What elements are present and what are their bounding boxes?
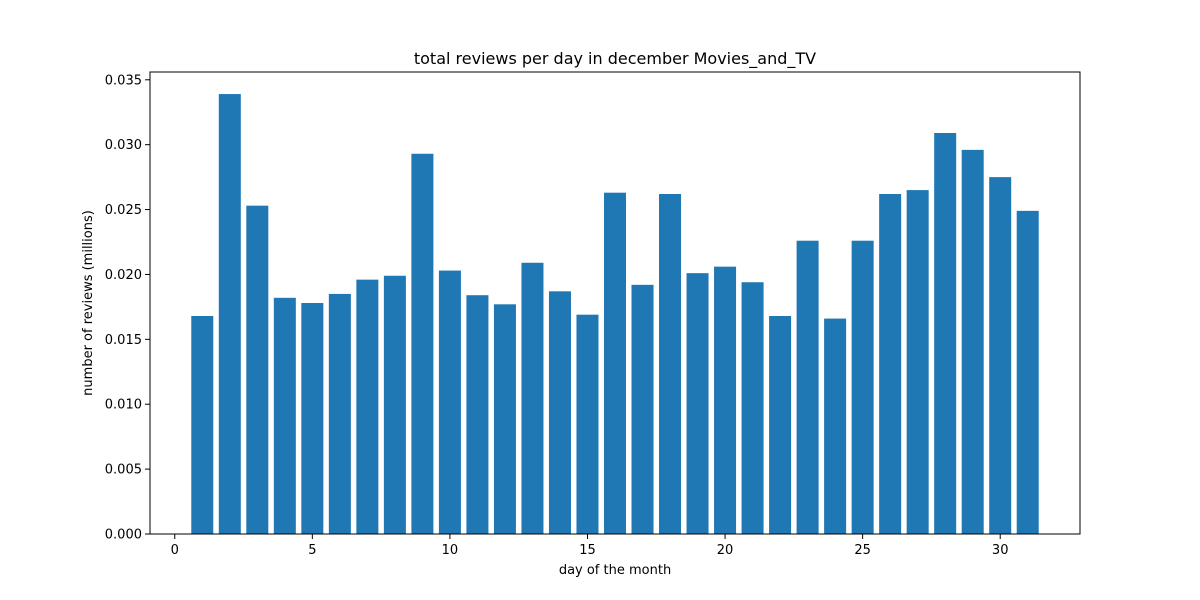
x-tick-label: 5 <box>308 543 316 558</box>
bar-day-27 <box>906 190 929 534</box>
bar-day-6 <box>328 293 351 534</box>
bar-day-20 <box>714 266 737 534</box>
bar-day-7 <box>356 279 379 534</box>
y-tick-label: 0.030 <box>105 138 142 153</box>
bar-day-30 <box>989 177 1012 534</box>
y-tick-label: 0.015 <box>105 333 142 348</box>
bar-day-29 <box>961 149 984 534</box>
bar-day-10 <box>438 270 461 534</box>
y-tick-label: 0.010 <box>105 398 142 413</box>
bar-day-17 <box>631 284 654 534</box>
bar-day-18 <box>659 193 682 535</box>
bar-day-12 <box>493 304 516 534</box>
bar-day-5 <box>301 303 324 534</box>
chart-title: total reviews per day in december Movies… <box>414 49 816 69</box>
x-axis-label: day of the month <box>559 563 671 578</box>
plot-frame <box>149 71 1081 535</box>
bar-day-4 <box>273 297 296 534</box>
y-tick-label: 0.000 <box>105 528 142 543</box>
y-axis-label: number of reviews (millions) <box>81 210 96 396</box>
x-axis-ticks: 0 5 10 15 20 25 30 <box>171 534 1009 558</box>
bar-day-23 <box>796 240 819 534</box>
bar-day-28 <box>934 132 957 535</box>
bar-day-1 <box>191 315 214 534</box>
bar-day-8 <box>383 275 406 534</box>
y-axis-ticks: 0.000 0.005 0.010 0.015 0.020 0.025 0.030 0.035 <box>105 73 150 543</box>
bar-day-24 <box>824 318 847 534</box>
bar-day-15 <box>576 314 599 534</box>
bar-day-31 <box>1016 210 1039 535</box>
bar-day-16 <box>603 192 626 534</box>
bar-day-9 <box>411 153 434 534</box>
bar-day-22 <box>769 315 792 534</box>
y-tick-label: 0.025 <box>105 203 142 218</box>
bar-day-26 <box>879 193 902 535</box>
bar-day-14 <box>548 291 571 534</box>
x-tick-label: 15 <box>579 543 596 558</box>
bar-day-25 <box>851 240 874 534</box>
bar-day-11 <box>466 295 489 534</box>
y-tick-label: 0.035 <box>105 73 142 88</box>
x-tick-label: 0 <box>171 543 179 558</box>
bar-day-21 <box>741 282 764 534</box>
x-tick-label: 30 <box>992 543 1009 558</box>
x-tick-label: 20 <box>717 543 734 558</box>
y-tick-label: 0.005 <box>105 463 142 478</box>
bar-day-19 <box>686 273 709 534</box>
bar-day-2 <box>218 94 241 534</box>
x-tick-label: 25 <box>854 543 871 558</box>
x-tick-label: 10 <box>442 543 459 558</box>
bar-day-13 <box>521 262 544 534</box>
bar-day-3 <box>246 205 269 535</box>
bars-group <box>191 94 1039 535</box>
y-tick-label: 0.020 <box>105 268 142 283</box>
